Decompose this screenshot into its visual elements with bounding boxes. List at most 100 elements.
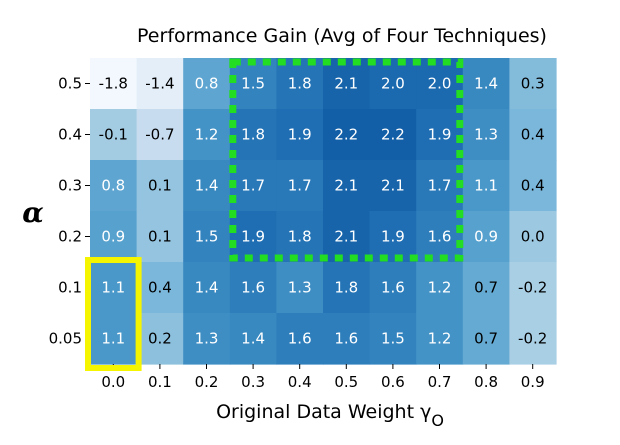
cell-value-label: 2.1 xyxy=(334,75,358,93)
heatmap-cell xyxy=(136,58,184,110)
cell-value-label: 1.1 xyxy=(101,279,125,297)
x-axis-label-main: Original Data Weight γ xyxy=(216,401,431,423)
cell-value-label: 1.7 xyxy=(288,177,312,195)
cell-value-label: 0.4 xyxy=(521,126,545,144)
heatmap-cell xyxy=(323,160,371,212)
heatmap-cell xyxy=(183,58,231,110)
heatmap-cell xyxy=(323,211,371,263)
y-tick-label: 0.5 xyxy=(58,75,82,93)
cell-value-label: 0.1 xyxy=(148,228,172,246)
cell-value-label: 1.4 xyxy=(474,75,498,93)
cell-value-label: 1.4 xyxy=(195,177,219,195)
cell-value-label: 1.4 xyxy=(241,330,265,348)
heatmap-cell-labels: -1.8 -1.4 0.8 1.5 1.8 2.1 2.0 2.0 1.4 0.3 -0.1 -0.7… xyxy=(99,75,548,348)
heatmap-cell xyxy=(229,58,277,110)
heatmap-cell xyxy=(90,160,138,212)
x-tick-label: 0.3 xyxy=(241,373,265,391)
heatmap-cell xyxy=(369,313,417,365)
cell-value-label: 0.2 xyxy=(148,330,172,348)
heatmap-cell xyxy=(183,160,231,212)
cell-value-label: 1.6 xyxy=(288,330,312,348)
cell-value-label: 2.0 xyxy=(381,75,405,93)
heatmap-cell xyxy=(509,262,557,314)
x-tick-label: 0.0 xyxy=(101,373,125,391)
x-tick-label: 0.1 xyxy=(148,373,172,391)
y-tick-label: 0.4 xyxy=(58,126,82,144)
heatmap-cell xyxy=(323,262,371,314)
cell-value-label: 1.5 xyxy=(195,228,219,246)
cell-value-label: 0.7 xyxy=(474,330,498,348)
cell-value-label: 0.9 xyxy=(101,228,125,246)
cell-value-label: 2.2 xyxy=(334,126,358,144)
cell-value-label: 1.9 xyxy=(288,126,312,144)
cell-value-label: 1.2 xyxy=(428,330,452,348)
heatmap-cell xyxy=(369,58,417,110)
heatmap-cell xyxy=(136,211,184,263)
heatmap-cell xyxy=(369,109,417,161)
cell-value-label: 1.8 xyxy=(241,126,265,144)
heatmap-cell xyxy=(90,211,138,263)
heatmap-cell xyxy=(183,313,231,365)
y-axis-label: α xyxy=(22,196,44,229)
heatmap-cell xyxy=(416,313,464,365)
cell-value-label: 2.1 xyxy=(381,177,405,195)
heatmap-cell xyxy=(90,262,138,314)
heatmap-cell xyxy=(462,109,510,161)
cell-value-label: -1.4 xyxy=(145,75,174,93)
cell-value-label: 1.5 xyxy=(241,75,265,93)
heatmap-cell xyxy=(229,262,277,314)
x-tick-label: 0.7 xyxy=(428,373,452,391)
cell-value-label: 1.7 xyxy=(241,177,265,195)
cell-value-label: 0.1 xyxy=(148,177,172,195)
cell-value-label: 1.3 xyxy=(474,126,498,144)
chart-title: Performance Gain (Avg of Four Techniques… xyxy=(137,25,547,47)
cell-value-label: 1.9 xyxy=(381,228,405,246)
y-tick-label: 0.05 xyxy=(49,330,82,348)
cell-value-label: 2.2 xyxy=(381,126,405,144)
x-tick-label: 0.6 xyxy=(381,373,405,391)
cell-value-label: 0.4 xyxy=(148,279,172,297)
heatmap-cells xyxy=(90,58,557,365)
heatmap-cell xyxy=(229,313,277,365)
heatmap-cell xyxy=(276,211,324,263)
cell-value-label: 1.1 xyxy=(474,177,498,195)
heatmap-cell xyxy=(183,262,231,314)
cell-value-label: 0.7 xyxy=(474,279,498,297)
baseline-column-highlight xyxy=(85,257,142,371)
cell-value-label: -1.8 xyxy=(99,75,128,93)
cell-value-label: 1.6 xyxy=(428,228,452,246)
x-axis-label: Original Data Weight γO xyxy=(216,401,444,430)
cell-value-label: -0.2 xyxy=(518,279,547,297)
cell-value-label: 0.4 xyxy=(521,177,545,195)
heatmap-cell xyxy=(323,313,371,365)
x-tick-label: 0.4 xyxy=(288,373,312,391)
cell-value-label: 2.0 xyxy=(428,75,452,93)
cell-value-label: 1.4 xyxy=(195,279,219,297)
cell-value-label: 0.8 xyxy=(195,75,219,93)
heatmap-cell xyxy=(416,58,464,110)
heatmap-cell xyxy=(369,262,417,314)
y-tick-label: 0.2 xyxy=(58,228,82,246)
y-axis-ticks: 0.5 0.4 0.3 0.2 0.1 0.05 xyxy=(49,75,90,348)
cell-value-label: 1.8 xyxy=(288,75,312,93)
heatmap-cell xyxy=(90,58,138,110)
heatmap-cell xyxy=(416,262,464,314)
heatmap-cell xyxy=(462,160,510,212)
heatmap-cell xyxy=(509,211,557,263)
heatmap-cell xyxy=(323,58,371,110)
cell-value-label: 1.3 xyxy=(288,279,312,297)
heatmap-cell xyxy=(276,109,324,161)
heatmap-cell xyxy=(509,160,557,212)
heatmap-cell xyxy=(276,160,324,212)
x-axis-ticks: 0.0 0.1 0.2 0.3 0.4 0.5 0.6 0.7 0.8 0.9 xyxy=(101,364,545,391)
heatmap-cell xyxy=(90,313,138,365)
cell-value-label: 1.9 xyxy=(428,126,452,144)
cell-value-label: 1.9 xyxy=(241,228,265,246)
cell-value-label: -0.1 xyxy=(99,126,128,144)
x-tick-label: 0.9 xyxy=(521,373,545,391)
cell-value-label: 1.6 xyxy=(241,279,265,297)
cell-value-label: 0.3 xyxy=(521,75,545,93)
heatmap-cell xyxy=(136,109,184,161)
cell-value-label: 1.8 xyxy=(288,228,312,246)
x-tick-label: 0.5 xyxy=(334,373,358,391)
